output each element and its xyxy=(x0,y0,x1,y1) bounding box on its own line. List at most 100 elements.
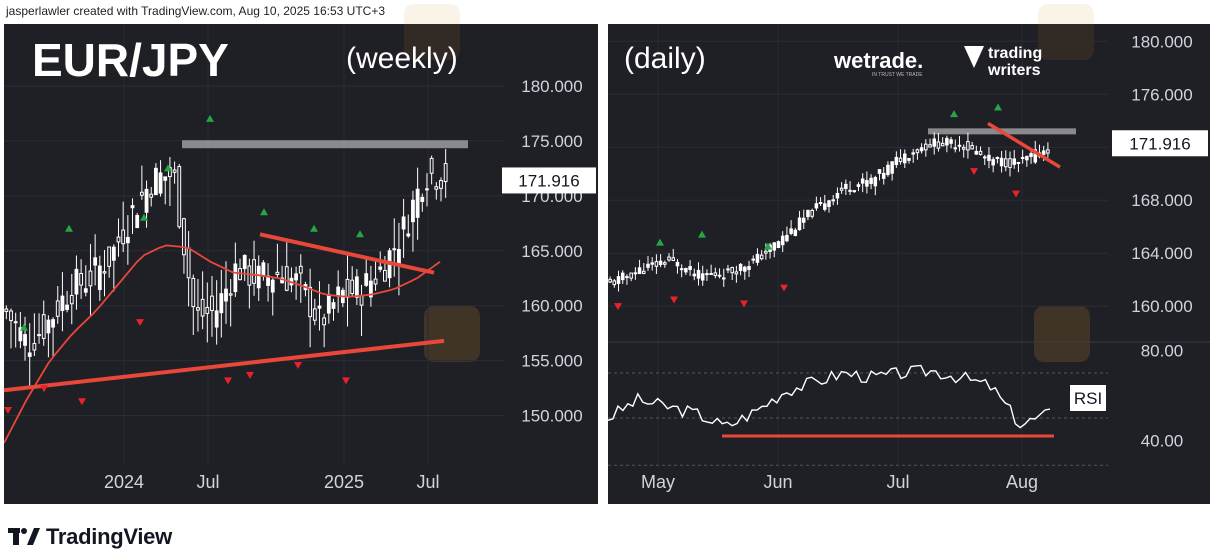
tradingwriters-logo-icon xyxy=(964,46,984,68)
daily-candle-body xyxy=(924,143,928,151)
weekly-candle-body xyxy=(420,196,425,203)
weekly-candle-body xyxy=(425,188,429,191)
swing-high-arrow xyxy=(140,213,148,221)
daily-candle-body xyxy=(751,258,755,261)
weekly-candle-body xyxy=(46,319,51,334)
daily-candle-body xyxy=(1025,155,1029,161)
daily-candle-body xyxy=(957,144,962,147)
swing-low-arrow xyxy=(40,385,48,393)
weekly-candle-body xyxy=(153,167,158,196)
y-tick-label: 180.000 xyxy=(521,77,582,96)
weekly-candle-body xyxy=(4,308,9,313)
weekly-candle-body xyxy=(116,236,121,243)
weekly-candle-body xyxy=(27,352,32,357)
daily-candle-body xyxy=(810,209,814,217)
weekly-chart-panel[interactable]: 150.000 155.000 160.000 165.000 170.000 175.0… xyxy=(4,4,598,504)
daily-candle-body xyxy=(995,157,1000,160)
daily-candle-body xyxy=(1041,150,1046,155)
weekly-candlestick-chart: 150.000155.000160.000165.000170.000175.0… xyxy=(4,24,596,492)
daily-candle-body xyxy=(721,277,726,280)
weekly-candle-body xyxy=(182,218,186,256)
daily-candle-body xyxy=(785,234,789,242)
weekly-candle-body xyxy=(74,268,79,295)
swing-high-arrow xyxy=(356,230,364,238)
tradingview-logo-icon xyxy=(8,528,40,545)
weekly-candle-body xyxy=(350,279,355,295)
weekly-candle-body xyxy=(415,188,420,218)
weekly-candle-body xyxy=(144,188,149,213)
swing-low-arrow xyxy=(342,377,350,385)
weekly-candle-body xyxy=(406,233,411,237)
chart-subtitle: (weekly) xyxy=(346,42,458,75)
daily-candle-body xyxy=(1033,149,1038,163)
daily-candle-body xyxy=(945,137,949,146)
weekly-candle-body xyxy=(18,327,23,342)
rsi-tick-label: 80.00 xyxy=(1141,342,1184,361)
x-tick-label: Jul xyxy=(416,472,439,492)
weekly-candle-body xyxy=(308,286,313,318)
weekly-candle-body xyxy=(322,317,327,326)
weekly-candle-body xyxy=(32,343,37,351)
weekly-candle-body xyxy=(125,236,130,244)
daily-candle-body xyxy=(1046,149,1050,154)
daily-candle-body xyxy=(903,153,907,164)
tradingview-footer[interactable]: TradingView xyxy=(8,524,172,550)
tradingview-wordmark: TradingView xyxy=(46,524,172,549)
daily-candle-body xyxy=(608,278,612,283)
daily-candle-body xyxy=(949,139,953,144)
swing-high-arrow xyxy=(310,224,318,232)
rsi-tick-label: 40.00 xyxy=(1141,432,1184,451)
falling-trendline xyxy=(259,232,435,275)
x-tick-label: May xyxy=(641,472,675,492)
daily-candlestick-chart: 160.000164.000168.000172.000176.000180.0… xyxy=(608,24,1210,492)
weekly-candle-body xyxy=(326,294,331,314)
daily-candle-body xyxy=(915,149,920,154)
rsi-label: RSI xyxy=(1074,389,1102,408)
weekly-candle-body xyxy=(252,259,256,284)
daily-candle-body xyxy=(818,202,823,205)
rsi-label-box xyxy=(1070,385,1106,411)
weekly-candle-body xyxy=(168,167,172,178)
y-tick-label: 175.000 xyxy=(521,132,582,151)
x-tick-label: Jul xyxy=(886,472,909,492)
weekly-candle-body xyxy=(205,306,210,314)
weekly-candle-body xyxy=(331,302,336,309)
daily-candle-body xyxy=(801,217,806,223)
swing-low-arrow xyxy=(224,377,232,385)
daily-candle-body xyxy=(848,189,852,192)
weekly-candle-body xyxy=(79,272,84,286)
daily-candle-body xyxy=(650,262,654,265)
weekly-candle-body xyxy=(434,186,439,190)
weekly-candle-body xyxy=(200,298,205,317)
daily-candle-body xyxy=(898,157,903,163)
daily-candle-body xyxy=(982,156,987,159)
weekly-candle-body xyxy=(298,265,303,274)
daily-candle-body xyxy=(831,199,835,202)
daily-candle-body xyxy=(936,141,941,149)
daily-candle-body xyxy=(755,253,760,263)
y-tick-label: 165.000 xyxy=(521,242,582,261)
falling-trendline xyxy=(987,121,1061,169)
daily-candle-body xyxy=(814,203,819,209)
last-price-label: 171.916 xyxy=(518,171,579,190)
daily-candle-body xyxy=(625,276,629,279)
daily-chart-panel[interactable]: 160.000164.000168.000172.000176.000180.0… xyxy=(608,4,1210,504)
weekly-candle-body xyxy=(275,271,280,276)
weekly-candle-body xyxy=(233,263,238,293)
y-tick-label: 160.000 xyxy=(1131,297,1192,316)
daily-candle-body xyxy=(717,274,722,277)
weekly-candle-body xyxy=(345,278,350,298)
weekly-candle-body xyxy=(111,246,116,261)
swing-high-arrow xyxy=(994,103,1002,111)
swing-low-arrow xyxy=(614,303,622,311)
weekly-candle-body xyxy=(411,199,415,223)
daily-candle-body xyxy=(700,273,705,281)
daily-candle-body xyxy=(1004,158,1008,168)
swing-high-arrow xyxy=(656,238,664,246)
weekly-candle-body xyxy=(219,293,224,314)
daily-candle-body xyxy=(734,271,739,275)
swing-low-arrow xyxy=(740,300,748,308)
weekly-candle-body xyxy=(228,293,233,296)
weekly-candle-body xyxy=(214,310,219,328)
weekly-candle-body xyxy=(65,304,69,310)
